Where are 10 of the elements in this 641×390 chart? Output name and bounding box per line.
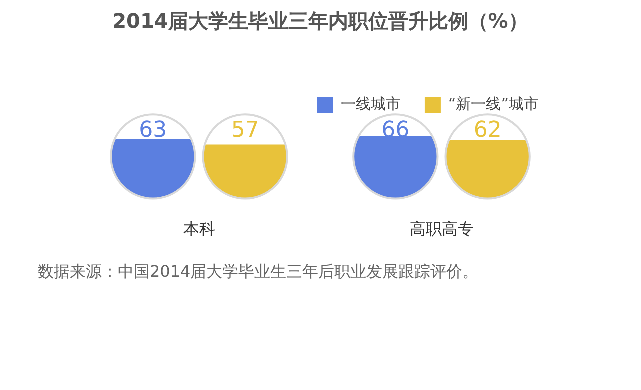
data-label: 62 — [474, 118, 502, 144]
data-label: 63 — [139, 118, 168, 144]
legend-label: 一线城市 — [340, 94, 401, 113]
data-label: 57 — [231, 118, 260, 144]
x-tick-label: 高职高专 — [410, 220, 474, 239]
legend-label: “新一线”城市 — [448, 94, 540, 113]
chart-title: 2014届大学生毕业三年内职位晋升比例（%） — [112, 8, 530, 35]
data-label: 66 — [382, 118, 410, 144]
x-tick-label: 本科 — [183, 220, 216, 239]
source-note: 数据来源：中国2014届大学毕业生三年后职业发展跟踪评价。 — [37, 262, 480, 283]
